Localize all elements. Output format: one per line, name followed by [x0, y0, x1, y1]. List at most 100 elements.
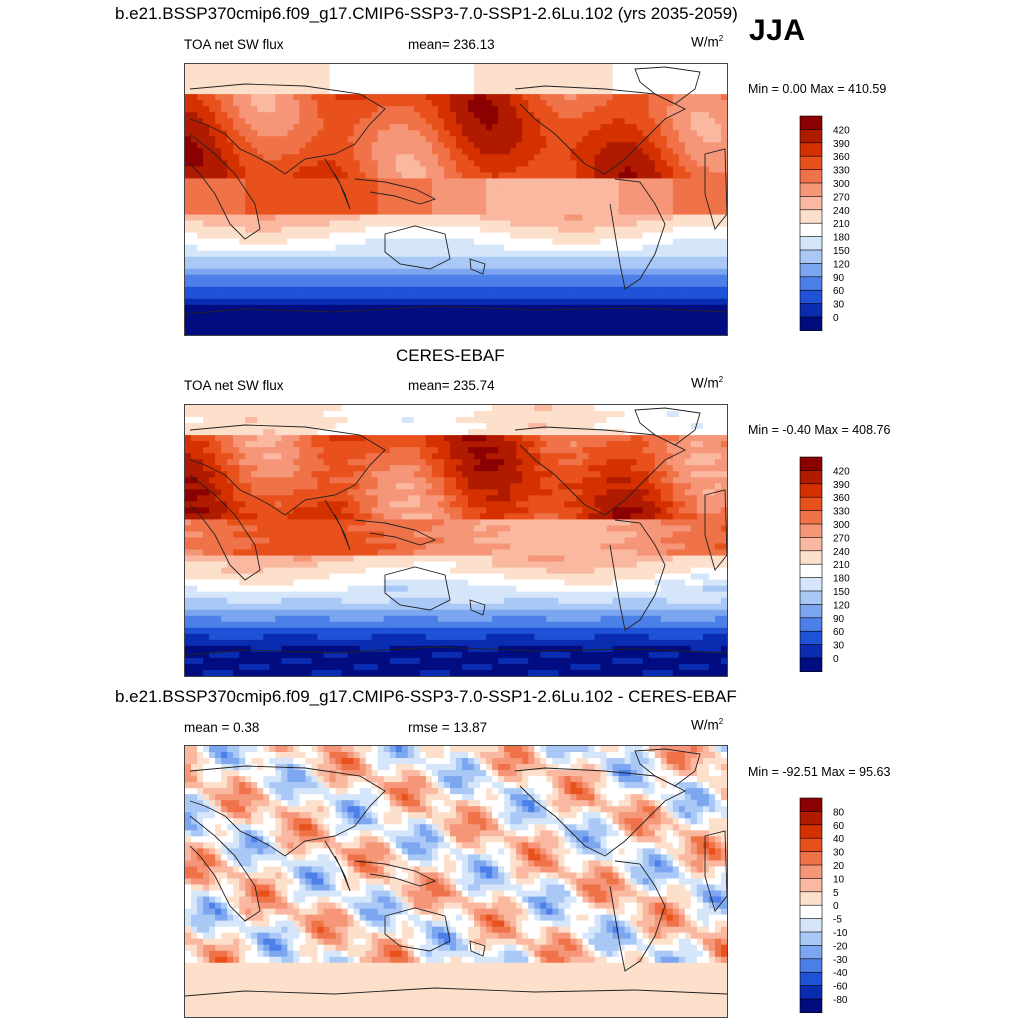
field-cell — [558, 238, 565, 246]
field-cell — [449, 220, 457, 228]
field-cell — [612, 94, 620, 101]
field-cell — [275, 298, 282, 306]
field-cell — [468, 118, 475, 125]
field-cell — [684, 154, 692, 161]
field-cell — [654, 220, 662, 228]
field-cell — [281, 429, 288, 436]
field-cell — [534, 220, 541, 228]
field-cell — [347, 447, 355, 454]
field-cell — [648, 268, 656, 276]
field-cell — [293, 166, 301, 173]
field-cell — [510, 411, 517, 418]
field-cell — [239, 178, 246, 186]
field-cell — [534, 88, 541, 95]
field-cell — [528, 304, 535, 312]
field-cell — [275, 453, 282, 460]
field-cell — [456, 453, 463, 460]
field-cell — [660, 310, 668, 318]
field-cell — [191, 88, 198, 95]
field-cell — [263, 76, 270, 83]
field-cell — [666, 244, 674, 252]
field-cell — [528, 268, 535, 276]
field-cell — [443, 453, 451, 460]
field-cell — [281, 328, 288, 335]
field-cell — [642, 190, 650, 198]
field-cell — [419, 298, 427, 306]
field-cell — [468, 423, 475, 430]
field-cell — [546, 148, 553, 155]
field-cell — [407, 405, 415, 412]
field-cell — [431, 286, 439, 294]
field-cell — [576, 124, 584, 131]
field-cell — [281, 88, 288, 95]
field-cell — [612, 328, 620, 335]
field-cell — [564, 88, 572, 95]
field-cell — [486, 106, 493, 113]
field-cell — [558, 172, 565, 180]
field-cell — [365, 118, 373, 125]
field-cell — [624, 250, 632, 258]
field-cell — [215, 256, 222, 264]
field-cell — [203, 280, 210, 288]
field-cell — [588, 214, 596, 222]
field-cell — [245, 148, 252, 155]
field-cell — [720, 244, 727, 252]
colorbar-tick-label: 330 — [833, 166, 850, 177]
coastline — [185, 305, 727, 315]
field-cell — [522, 124, 529, 131]
field-cell — [642, 82, 650, 89]
field-cell — [257, 405, 264, 412]
field-cell — [666, 453, 674, 460]
field-cell — [365, 112, 373, 119]
field-cell — [419, 441, 427, 448]
field-cell — [468, 112, 475, 119]
field-cell — [407, 292, 415, 300]
field-cell — [468, 405, 475, 412]
field-cell — [353, 172, 361, 180]
field-cell — [233, 298, 240, 306]
field-cell — [245, 405, 252, 412]
field-cell — [413, 124, 421, 131]
field-cell — [624, 178, 632, 186]
field-cell — [299, 256, 307, 264]
field-cell — [696, 328, 704, 335]
field-cell — [546, 250, 553, 258]
field-cell — [257, 184, 264, 192]
field-cell — [696, 214, 704, 222]
field-cell — [468, 142, 475, 149]
field-cell — [468, 286, 475, 294]
field-cell — [564, 274, 572, 282]
field-cell — [341, 244, 349, 252]
field-cell — [197, 256, 204, 264]
field-cell — [504, 190, 511, 198]
field-cell — [305, 268, 313, 276]
field-cell — [618, 70, 626, 77]
field-cell — [329, 100, 337, 107]
field-cell — [353, 196, 361, 204]
field-cell — [498, 280, 505, 288]
field-cell — [209, 405, 216, 412]
field-cell — [257, 441, 264, 448]
field-cell — [672, 106, 680, 113]
field-cell — [227, 411, 234, 418]
field-cell — [365, 100, 373, 107]
field-cell — [456, 328, 463, 335]
field-cell — [468, 64, 475, 71]
field-cell — [684, 184, 692, 192]
field-cell — [690, 64, 698, 71]
field-cell — [395, 316, 403, 324]
field-cell — [510, 310, 517, 318]
field-cell — [389, 244, 397, 252]
field-cell — [251, 316, 258, 324]
field-cell — [474, 405, 481, 412]
field-cell — [474, 184, 481, 192]
field-cell — [588, 226, 596, 234]
field-cell — [197, 172, 204, 180]
field-cell — [570, 244, 578, 252]
field-cell — [498, 142, 505, 149]
field-cell — [401, 220, 409, 228]
field-cell — [690, 136, 698, 143]
field-cell — [654, 214, 662, 222]
field-cell — [612, 118, 620, 125]
field-cell — [359, 124, 367, 131]
